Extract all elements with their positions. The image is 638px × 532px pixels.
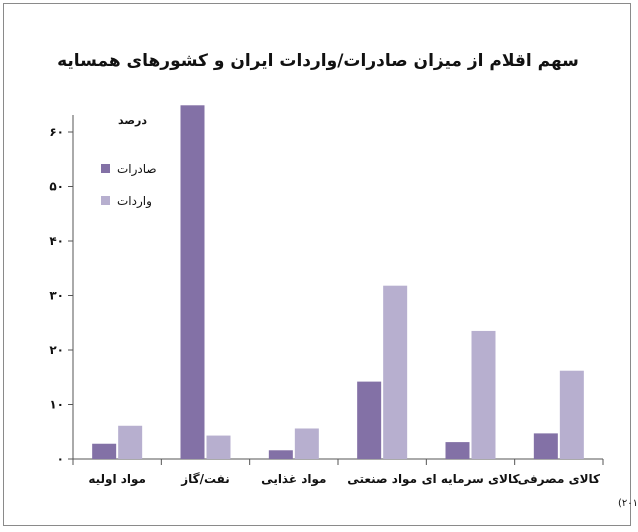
bar: [294, 428, 319, 459]
bar: [559, 370, 584, 459]
x-tick-label: مواد غذایی: [261, 472, 326, 487]
bar: [92, 443, 117, 459]
bars: مواد اولیه نفت/گاز مواد غذایی مواد صنعتی کال…: [88, 105, 600, 487]
bar: [533, 433, 558, 459]
y-tick-label: ۰: [57, 452, 64, 466]
bar: [383, 285, 408, 459]
x-tick-label: مواد اولیه: [88, 472, 146, 487]
y-tick-label: ۲۰: [49, 343, 64, 357]
legend-swatch: [101, 196, 110, 205]
y-tick-label: ۶۰: [49, 125, 64, 139]
y-axis-unit-label: درصد: [118, 114, 147, 127]
y-tick-label: ۱۰: [49, 398, 64, 412]
bar: [357, 381, 382, 459]
bar: [180, 105, 205, 460]
axes: ۰ ۱۰ ۲۰ ۳۰ ۴۰ ۵۰ ۶۰: [49, 115, 604, 466]
bar: [445, 442, 470, 459]
bar: [268, 450, 293, 459]
legend-label: واردات: [117, 194, 152, 209]
bar: [118, 425, 143, 459]
x-tick-label: مواد صنعتی: [347, 472, 417, 487]
legend: صادرات واردات: [101, 162, 157, 209]
bar: [471, 330, 496, 459]
bar: [206, 435, 231, 459]
x-tick-label: کالای مصرفی: [518, 472, 600, 486]
x-tick-label: نفت/گاز: [180, 472, 230, 486]
y-tick-label: ۳۰: [49, 289, 64, 303]
x-tick-label: کالای سرمایه ای: [422, 472, 520, 486]
source-note: تحلیل و استنتاج: احسان سلطانی بر اساس دا…: [618, 498, 638, 509]
legend-label: صادرات: [117, 162, 157, 177]
y-tick-label: ۴۰: [49, 234, 64, 248]
y-tick-label: ۵۰: [49, 180, 64, 194]
legend-swatch: [101, 164, 110, 173]
chart-title: سهم اقلام از میزان صادرات/واردات ایران و…: [57, 51, 579, 71]
